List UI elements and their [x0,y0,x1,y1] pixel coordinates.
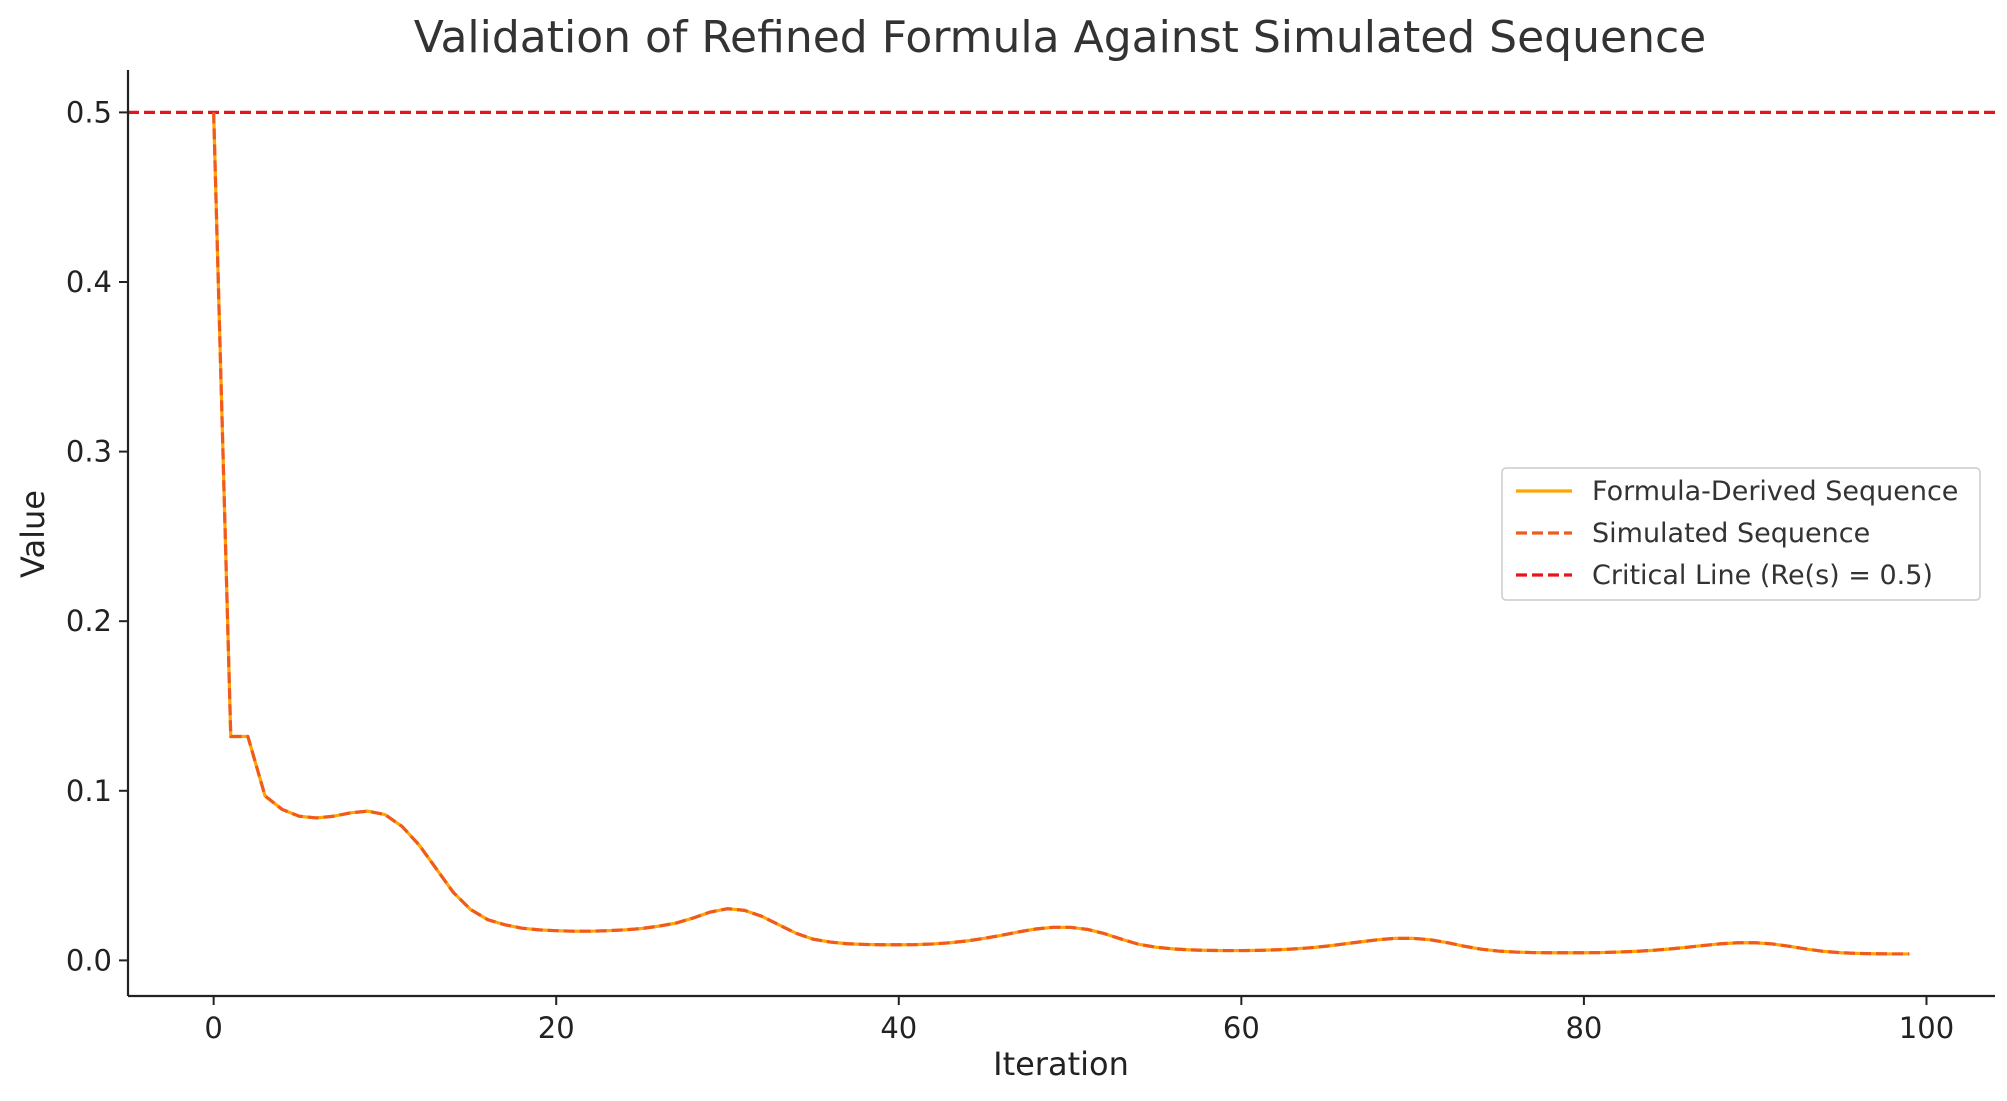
series-layer [212,112,1910,956]
legend-items: Formula-Derived Sequence Simulated Sequen… [1516,476,1958,591]
y-tick-label: 0.0 [66,943,112,977]
y-tick-label: 0.4 [66,265,112,299]
x-tick-label: 20 [538,1011,575,1045]
x-tick-label: 80 [1565,1011,1602,1045]
legend-label: Simulated Sequence [1592,518,1870,549]
y-tick-label: 0.5 [66,95,112,129]
y-axis-label: Value [14,490,52,578]
y-tick-label: 0.3 [66,435,112,469]
y-ticks: 0.0 0.1 0.2 0.3 0.4 0.5 [66,95,128,977]
legend-box [1501,467,1981,601]
y-tick-label: 0.1 [66,774,112,808]
x-ticks: 0 20 40 60 80 100 [204,996,1954,1045]
legend-item-simulated: Simulated Sequence [1516,518,1870,549]
legend-item-formula-derived: Formula-Derived Sequence [1516,476,1958,507]
legend-label: Critical Line (Re(s) = 0.5) [1592,560,1933,591]
x-axis-label: Iteration [993,1045,1129,1083]
x-tick-label: 40 [880,1011,917,1045]
x-tick-label: 100 [1899,1011,1954,1045]
series-line-simulated [212,112,1910,956]
x-tick-label: 60 [1223,1011,1260,1045]
x-tick-label: 0 [204,1011,222,1045]
legend-label: Formula-Derived Sequence [1592,476,1958,507]
legend-item-critical-line: Critical Line (Re(s) = 0.5) [1516,560,1933,591]
y-tick-label: 0.2 [66,604,112,638]
plot-area [128,110,1995,956]
legend: Formula-Derived Sequence Simulated Sequen… [1501,467,1981,601]
chart-title: Validation of Refined Formula Against Si… [414,12,1706,63]
